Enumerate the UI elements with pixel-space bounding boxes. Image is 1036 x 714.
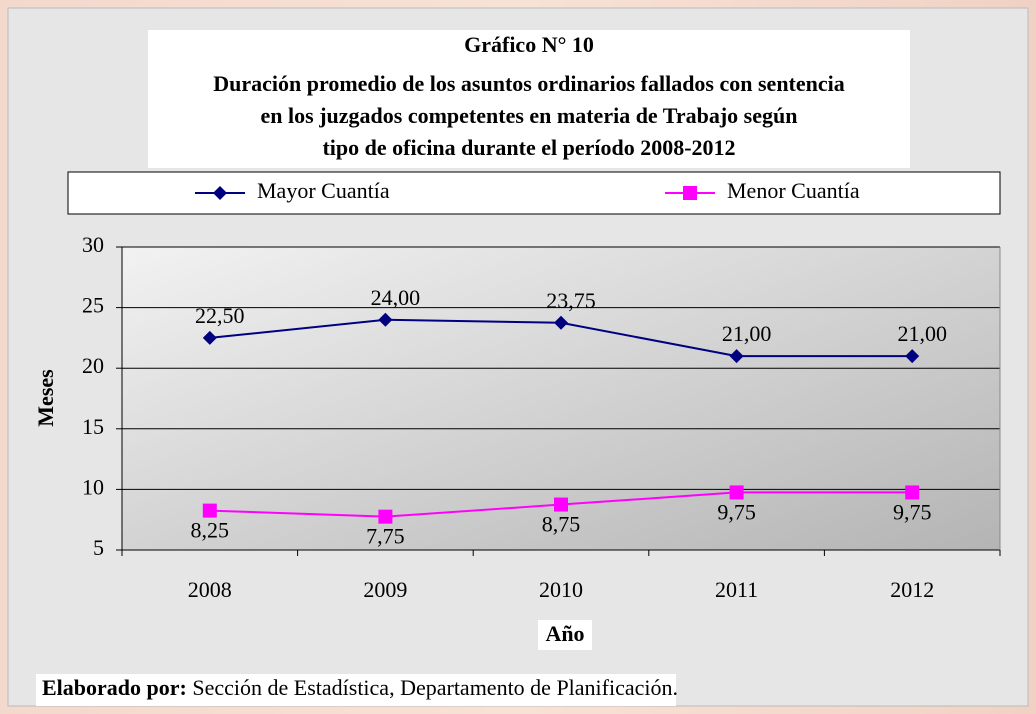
x-tick-label: 2008 (188, 577, 232, 602)
x-tick-label: 2012 (890, 577, 934, 602)
y-tick-label: 5 (93, 535, 104, 560)
data-label: 21,00 (722, 321, 772, 346)
footer: Elaborado por: Sección de Estadística, D… (42, 675, 678, 700)
y-tick-label: 10 (82, 474, 104, 499)
data-label: 24,00 (371, 285, 421, 310)
chart-title: en los juzgados competentes en materia d… (261, 103, 798, 128)
data-point (554, 497, 568, 512)
footer-text: Sección de Estadística, Departamento de … (192, 675, 678, 700)
y-tick-label: 25 (82, 293, 104, 318)
x-tick-label: 2011 (715, 577, 758, 602)
data-point (378, 509, 393, 524)
data-label: 7,75 (366, 524, 405, 549)
data-point (378, 312, 393, 327)
y-tick-label: 30 (82, 232, 104, 257)
data-label: 9,75 (893, 499, 932, 524)
y-tick-label: 15 (82, 414, 104, 439)
legend-box (67, 171, 1001, 215)
data-label: 21,00 (897, 321, 947, 346)
data-point (554, 315, 568, 330)
x-tick-label: 2010 (539, 577, 583, 602)
y-axis-label: Meses (33, 369, 58, 427)
x-axis-label: Año (545, 621, 584, 646)
data-point (729, 485, 744, 500)
data-label: 8,25 (191, 518, 230, 543)
data-point (202, 330, 217, 345)
legend-label: Menor Cuantía (727, 178, 860, 203)
data-point (905, 349, 920, 364)
data-point (202, 503, 217, 518)
footer-label: Elaborado por: (42, 675, 187, 700)
footer-box (36, 674, 676, 706)
chart-title: tipo de oficina durante el período 2008-… (322, 135, 735, 160)
x-label-box (538, 620, 592, 650)
chart-title: Gráfico N° 10 (464, 32, 594, 57)
title-box (148, 30, 910, 168)
legend-marker (213, 186, 227, 200)
data-label: 9,75 (717, 499, 756, 524)
chart-title: Duración promedio de los asuntos ordinar… (213, 71, 845, 96)
data-label: 8,75 (542, 512, 581, 537)
y-tick-label: 20 (82, 353, 104, 378)
x-tick-label: 2009 (363, 577, 407, 602)
legend-label: Mayor Cuantía (257, 178, 390, 203)
legend-marker (683, 186, 697, 200)
data-label: 22,50 (195, 303, 245, 328)
data-point (905, 485, 920, 500)
data-label: 23,75 (546, 288, 596, 313)
data-point (729, 349, 744, 364)
